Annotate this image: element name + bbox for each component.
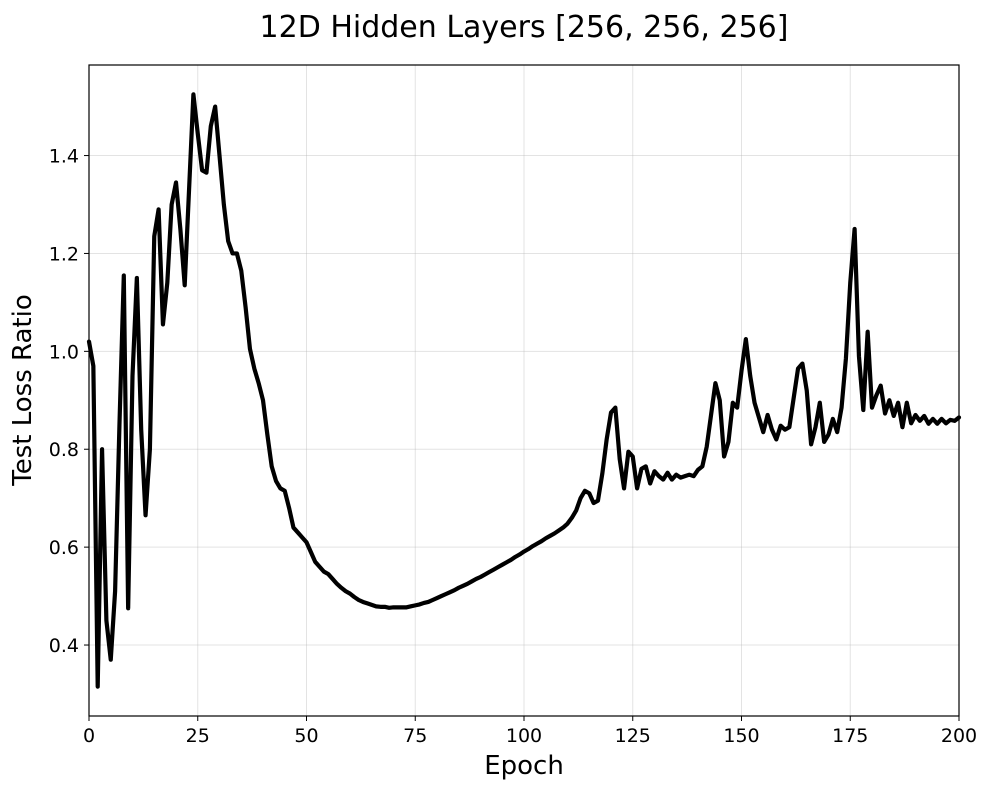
y-axis-label: Test Loss Ratio bbox=[8, 294, 38, 487]
chart-title: 12D Hidden Layers [256, 256, 256] bbox=[260, 10, 789, 45]
x-axis-ticks: 0 25 50 75 100 125 150 175 200 bbox=[83, 716, 977, 747]
y-tick-label: 1.0 bbox=[49, 341, 79, 363]
x-tick-label: 125 bbox=[615, 725, 651, 747]
y-tick-label: 1.4 bbox=[49, 146, 79, 168]
y-tick-label: 1.2 bbox=[49, 243, 79, 265]
x-tick-label: 175 bbox=[832, 725, 868, 747]
y-axis-ticks: 0.4 0.6 0.8 1.0 1.2 1.4 bbox=[49, 146, 89, 657]
x-tick-label: 25 bbox=[186, 725, 210, 747]
x-tick-label: 150 bbox=[723, 725, 759, 747]
y-tick-label: 0.4 bbox=[49, 635, 79, 657]
x-tick-label: 100 bbox=[506, 725, 542, 747]
y-tick-label: 0.6 bbox=[49, 537, 79, 559]
x-tick-label: 50 bbox=[294, 725, 318, 747]
x-tick-label: 0 bbox=[83, 725, 95, 747]
x-axis-label: Epoch bbox=[484, 751, 564, 781]
series-line bbox=[86, 92, 962, 689]
x-tick-label: 200 bbox=[941, 725, 977, 747]
x-tick-label: 75 bbox=[403, 725, 427, 747]
grid bbox=[88, 65, 960, 716]
y-tick-label: 0.8 bbox=[49, 439, 79, 461]
